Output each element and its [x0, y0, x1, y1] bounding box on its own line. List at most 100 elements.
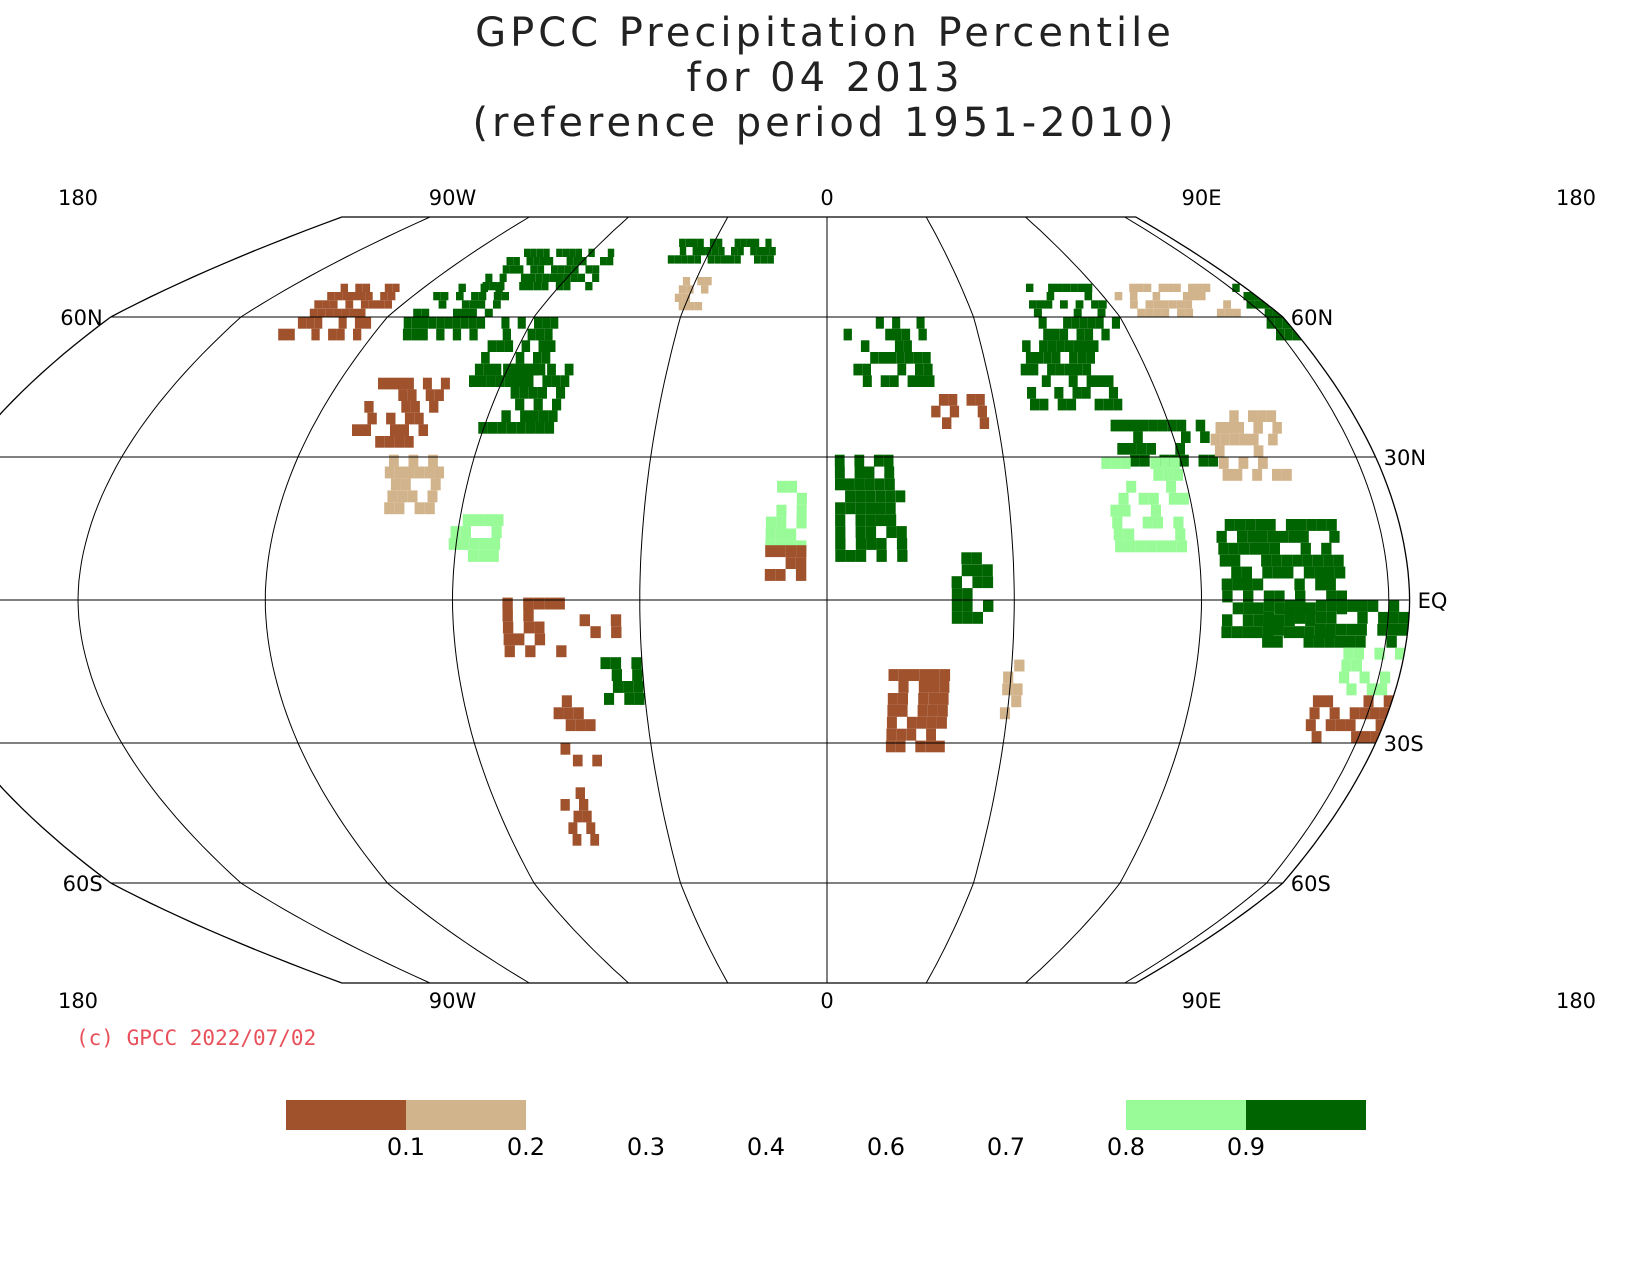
precip-cell: [513, 257, 520, 266]
precip-cell: [1130, 454, 1140, 467]
precip-cell: [1073, 363, 1083, 376]
precip-cell: [1136, 443, 1147, 455]
precip-cell: [502, 609, 513, 622]
precip-cell: [386, 412, 396, 425]
precip-cell: [467, 550, 479, 562]
precip-cell: [1325, 578, 1336, 591]
precip-cell: [535, 273, 543, 282]
precip-cell: [1391, 768, 1402, 781]
precip-cell: [1029, 300, 1037, 309]
precip-cell: [893, 328, 902, 341]
meridian-line: [1124, 216, 1390, 984]
precip-cell: [515, 352, 525, 364]
precip-cell: [887, 693, 898, 705]
precip-cell: [429, 401, 439, 413]
precip-cell: [1469, 771, 1479, 783]
precip-cell: [1110, 419, 1121, 432]
precip-cell: [1306, 519, 1317, 531]
precip-cell: [564, 265, 572, 274]
precip-cell: [585, 282, 593, 291]
precip-cell: [897, 693, 908, 705]
precip-cell: [1336, 600, 1348, 612]
precip-cell: [392, 283, 400, 292]
precip-cell: [516, 422, 526, 434]
legend-tick-label: 0.3: [627, 1133, 665, 1161]
precip-cell: [378, 377, 387, 390]
precip-cell: [1238, 542, 1250, 555]
precip-cell: [1232, 602, 1244, 615]
precip-cell: [458, 283, 466, 292]
precip-cell: [297, 317, 306, 329]
precip-cell: [1359, 671, 1370, 684]
precip-cell: [384, 300, 392, 309]
precip-cell: [1051, 328, 1060, 341]
precip-cell: [1118, 492, 1129, 505]
precip-cell: [501, 317, 510, 329]
precip-cell: [560, 743, 571, 755]
precip-cell: [450, 526, 461, 538]
precip-cell: [529, 363, 539, 376]
precip-cell: [979, 417, 990, 429]
precip-cell: [414, 466, 425, 479]
precip-cell: [1262, 300, 1270, 309]
precip-cell: [1367, 600, 1379, 612]
precip-cell: [854, 454, 865, 467]
precip-cell: [1176, 300, 1185, 309]
precip-cell: [1161, 300, 1169, 309]
precip-cell: [896, 728, 907, 741]
precip-cell: [611, 626, 622, 639]
precip-cell: [1039, 340, 1048, 352]
precip-cell: [1462, 806, 1471, 818]
precip-cell: [1272, 308, 1281, 317]
precip-cell: [1120, 419, 1130, 432]
precip-cell: [1231, 566, 1242, 579]
precip-cell: [1003, 671, 1014, 684]
precip-cell: [430, 478, 441, 491]
precip-cell: [1336, 590, 1347, 603]
precip-cell: [1081, 340, 1090, 352]
precip-cell: [961, 564, 973, 577]
precip-cell: [1097, 308, 1106, 317]
precip-cell: [536, 363, 546, 376]
precip-cell: [551, 265, 558, 274]
precip-cell: [438, 300, 447, 309]
precip-cell: [325, 308, 334, 317]
precip-cell: [909, 669, 920, 681]
precip-cell: [1070, 283, 1078, 292]
precip-cell: [1309, 707, 1320, 720]
precip-cell: [544, 328, 553, 341]
legend-tick-label: 0.8: [1107, 1133, 1145, 1161]
precip-cell: [754, 255, 761, 264]
precip-cell: [1137, 308, 1146, 317]
precip-cell: [286, 328, 295, 341]
precip-cell: [1152, 292, 1161, 301]
precip-cell: [682, 277, 691, 286]
precip-cell: [502, 621, 514, 634]
precip-cell: [1012, 683, 1023, 696]
precip-cell: [845, 490, 856, 503]
precip-cell: [1359, 328, 1368, 341]
precip-cell: [496, 340, 505, 352]
precip-cell: [536, 328, 545, 341]
precip-cell: [1234, 519, 1246, 531]
precip-cell: [897, 704, 908, 717]
precip-cell: [399, 424, 409, 436]
precip-cell: [489, 538, 501, 550]
precip-cell: [342, 292, 350, 301]
precip-cell: [1055, 283, 1063, 292]
precip-cell: [853, 363, 863, 376]
precip-cell: [1120, 504, 1131, 517]
precip-cell: [1323, 695, 1334, 708]
precip-cell: [1294, 626, 1305, 639]
precip-cell: [938, 394, 949, 406]
precip-cell: [1243, 292, 1252, 301]
precip-cell: [906, 728, 917, 741]
precip-cell: [1339, 317, 1348, 329]
precip-cell: [1115, 540, 1126, 553]
precip-cell: [714, 255, 721, 264]
precip-cell: [519, 387, 529, 399]
precip-cell: [765, 528, 776, 541]
precip-cell: [865, 490, 876, 503]
precip-cell: [1208, 454, 1219, 467]
precip-cell: [1359, 707, 1370, 720]
